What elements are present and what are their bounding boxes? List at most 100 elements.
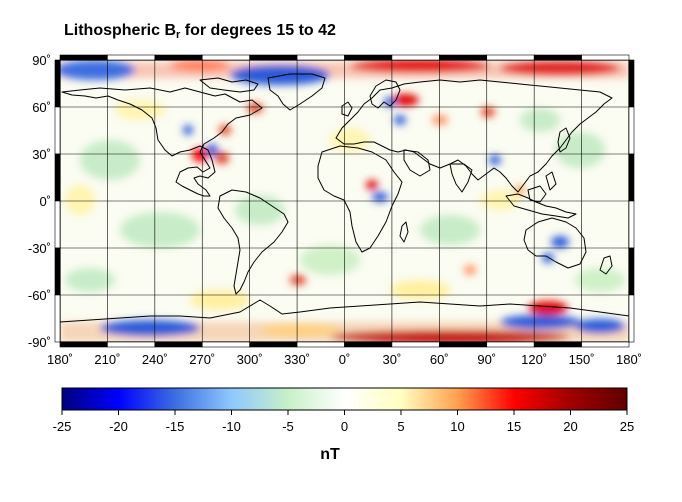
colorbar-tick-label: -5 (282, 419, 294, 434)
title-subscript: r (176, 29, 181, 41)
longitude-tick-label: 60˚ (430, 352, 449, 367)
longitude-tick-label: 240˚ (142, 352, 168, 367)
anomaly-blob (500, 61, 620, 75)
frame-segment-bottom (344, 341, 393, 348)
anomaly-blob (300, 245, 360, 275)
coastline-new-zealand (599, 255, 613, 275)
colorbar-tick-label: 0 (341, 419, 348, 434)
frame-segment-left (54, 106, 61, 155)
longitude-labels: 180˚ 210˚ 240˚ 270˚ 300˚ 330˚ 0˚ 30˚ 60˚ 90˚ 120˚ 1… (47, 352, 642, 367)
longitude-tick-label: 90˚ (477, 352, 496, 367)
frame-segment-left (54, 200, 61, 249)
frame-segment-top (486, 54, 535, 61)
anomaly-blob (390, 280, 450, 300)
anomaly-blob (500, 315, 580, 329)
frame-segment-top (249, 54, 298, 61)
latitude-tick-label: -30˚ (28, 241, 51, 256)
coastline-arabia (403, 149, 431, 177)
graticule (60, 60, 629, 342)
anomaly-blob (330, 128, 370, 152)
colorbar-tick-label: 10 (450, 419, 464, 434)
anomaly-blob (575, 268, 625, 292)
anomaly-blob (555, 132, 605, 168)
anomaly-blob (65, 185, 95, 215)
anomaly-blob (528, 301, 568, 315)
coastline-antarctica (60, 299, 629, 323)
frame-segment-bottom (391, 341, 440, 348)
latitude-tick-label: 90˚ (32, 53, 51, 68)
frame-segment-bottom (296, 341, 345, 348)
anomaly-blob (551, 236, 569, 248)
frame-segment-top (154, 54, 203, 61)
frame-segment-top (533, 54, 582, 61)
frame-segment-bottom (59, 341, 108, 348)
frame-segment-bottom (439, 341, 488, 348)
anomaly-blob (330, 331, 570, 342)
anomaly-blob (290, 275, 306, 285)
anomaly-blob (65, 268, 115, 292)
colorbar-tick-label: -20 (109, 419, 128, 434)
anomaly-blob (480, 190, 520, 210)
title-main: Lithospheric B (64, 22, 177, 39)
anomaly-blob (394, 115, 406, 125)
frame-segment-right (628, 59, 635, 108)
anomaly-blob (190, 290, 250, 310)
map-area (60, 60, 629, 342)
anomaly-blob (391, 94, 419, 106)
frame-segment-top (296, 54, 345, 61)
anomaly-blob (192, 148, 208, 162)
frame-segment-left (54, 59, 61, 108)
anomaly-blob (183, 125, 193, 135)
frame-segment-top (344, 54, 393, 61)
anomaly-blob (542, 253, 554, 263)
anomaly-blob (60, 60, 135, 80)
anomaly-blob (115, 100, 165, 120)
coastline-japan (557, 127, 571, 153)
longitude-tick-label: 330˚ (284, 352, 310, 367)
coastlines (60, 73, 629, 323)
longitude-tick-label: 180˚ (616, 352, 642, 367)
anomaly-blob (464, 265, 476, 275)
longitude-tick-label: 180˚ (47, 352, 73, 367)
latitude-tick-label: 30˚ (32, 147, 51, 162)
anomaly-blob (170, 60, 230, 71)
longitude-tick-label: 120˚ (521, 352, 547, 367)
frame-segment-bottom (533, 341, 582, 348)
anomaly-blob (100, 320, 200, 336)
colorbar-ticks: -25 -20 -15 -10 -5 0 5 10 15 20 25 (53, 410, 634, 434)
map-title: Lithospheric Br for degrees 15 to 42 (64, 22, 336, 41)
coastline-greenland (267, 73, 326, 111)
frame-segment-right (628, 106, 635, 155)
longitude-tick-label: 270˚ (189, 352, 215, 367)
colorbar-unit-label: nT (320, 446, 340, 463)
anomaly-blob (80, 140, 140, 180)
frame-segment-bottom (154, 341, 203, 348)
map-frame-ticks (54, 54, 635, 348)
frame-segment-right (628, 294, 635, 343)
coastline-eurasia (335, 79, 613, 193)
longitude-tick-label: 30˚ (383, 352, 402, 367)
anomaly-blob (366, 180, 378, 190)
colorbar-tick-label: 20 (563, 419, 577, 434)
frame-segment-top (59, 54, 108, 61)
frame-segment-bottom (581, 341, 630, 348)
latitude-tick-label: -60˚ (28, 288, 51, 303)
latitude-labels: 90˚ 60˚ 30˚ 0˚ -30˚ -60˚ -90˚ (28, 53, 51, 350)
coastline-arctic-islands (199, 77, 259, 93)
colorbar-tick-label: -25 (53, 419, 72, 434)
anomaly-blob (520, 108, 560, 132)
coastline-australia (523, 217, 587, 269)
frame-segment-left (54, 247, 61, 296)
anomaly-blob (215, 152, 229, 164)
anomaly-blob (260, 324, 340, 336)
frame-segment-right (628, 153, 635, 202)
frame-segment-top (201, 54, 250, 61)
coastline-india (449, 163, 473, 193)
anomaly-blob (575, 319, 625, 333)
anomaly-blob (489, 155, 501, 165)
frame-segment-right (628, 247, 635, 296)
latitude-tick-label: -90˚ (28, 335, 51, 350)
colorbar (61, 387, 628, 411)
frame-segment-top (439, 54, 488, 61)
